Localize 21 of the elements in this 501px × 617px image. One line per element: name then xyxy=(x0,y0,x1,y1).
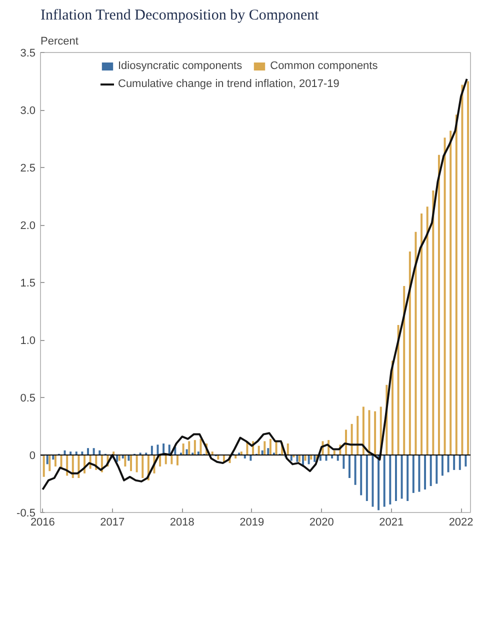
x-tick-label: 2020 xyxy=(309,516,334,528)
y-tick-label: 0 xyxy=(29,450,36,462)
y-tick-label: 3.5 xyxy=(20,48,36,60)
y-tick-label: 3.0 xyxy=(20,105,36,117)
y-axis-title: Percent xyxy=(40,36,78,48)
x-tick-label: 2019 xyxy=(240,516,264,528)
x-tick-label: 2017 xyxy=(100,516,125,528)
chart-title: Inflation Trend Decomposition by Component xyxy=(40,8,320,24)
legend-label: Common components xyxy=(270,60,378,72)
y-tick-label: 1.5 xyxy=(20,278,36,290)
y-tick-label: -0.5 xyxy=(16,508,36,520)
y-tick-label: 1.0 xyxy=(20,335,36,347)
legend-label: Idiosyncratic components xyxy=(118,60,242,72)
x-tick-label: 2018 xyxy=(170,516,194,528)
y-tick-label: 0.5 xyxy=(20,392,36,404)
y-tick-label: 2.0 xyxy=(20,220,36,232)
y-tick-label: 2.5 xyxy=(20,162,36,174)
x-tick-label: 2021 xyxy=(379,516,404,528)
legend-label: Cumulative change in trend inflation, 2017-19 xyxy=(118,78,340,90)
x-tick-label: 2022 xyxy=(448,516,474,528)
x-tick-label: 2016 xyxy=(30,516,55,528)
